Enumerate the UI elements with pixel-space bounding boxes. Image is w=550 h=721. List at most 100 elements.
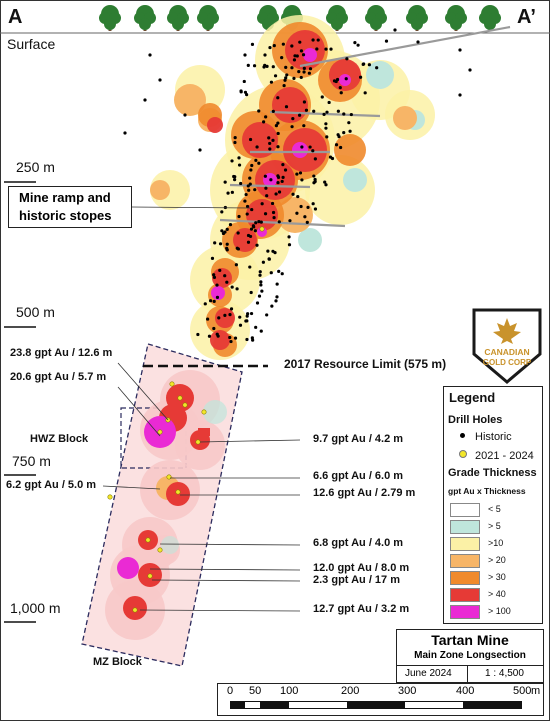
historic-hole [245,337,249,342]
historic-hole [267,257,271,261]
historic-hole [307,71,311,75]
legend-class-label: > 30 [488,572,506,582]
historic-hole [295,172,299,176]
depth-label-1000: 1,000 m [10,600,61,616]
historic-hole [313,177,317,182]
grade-patch [303,48,317,62]
historic-hole [322,112,326,117]
historic-hole [255,145,259,149]
recent-hole [157,547,163,553]
historic-hole-symbol [460,433,465,438]
historic-hole [220,210,224,214]
recent-hole [147,573,153,579]
historic-hole [246,312,250,316]
recent-hole-symbol [459,450,467,458]
historic-hole [259,283,263,287]
scale-unit-label: m [531,685,541,697]
historic-hole [268,147,272,151]
historic-hole [269,178,273,182]
tree-icon [167,5,189,31]
historic-hole [250,163,254,168]
historic-hole [297,70,301,74]
historic-hole [223,274,227,278]
historic-hole [311,38,315,42]
historic-hole [296,194,300,199]
section-end-label: A’ [517,6,536,28]
historic-hole [196,332,200,337]
historic-hole [367,63,371,67]
tree-row [99,5,501,31]
legend-recent-item: 2021 - 2024 [452,450,534,462]
ramp-callout-line1: Mine ramp and [19,190,111,205]
historic-hole [228,223,233,227]
historic-hole [258,273,262,277]
legend-swatch [450,520,480,534]
historic-hole [254,325,258,329]
historic-hole [212,299,216,304]
historic-hole [198,148,202,152]
historic-hole [247,188,251,192]
title-block: Tartan Mine Main Zone Longsection June 2… [396,629,544,683]
historic-hole [264,115,268,119]
historic-hole [259,220,263,224]
historic-hole [273,74,278,78]
historic-hole [311,202,315,206]
historic-hole [237,156,241,160]
historic-hole [243,199,247,203]
legend-swatch [450,503,480,517]
historic-hole [349,112,353,117]
historic-hole [260,289,264,293]
grade-patch [272,87,308,123]
historic-hole [285,73,289,77]
historic-hole [363,91,367,95]
historic-hole [356,43,360,47]
historic-hole [264,186,268,190]
historic-hole [249,168,253,172]
historic-hole [246,63,250,67]
historic-hole [248,182,252,186]
historic-hole [276,96,280,100]
tree-icon [99,5,121,31]
historic-hole [295,211,299,215]
hwz-block-label: HWZ Block [30,433,89,445]
historic-hole [277,190,282,194]
historic-hole [325,135,329,139]
historic-hole [213,241,217,245]
historic-hole [248,137,253,142]
historic-hole [281,42,285,46]
grade-patch [117,557,139,579]
intercept-leaders [102,362,301,612]
historic-hole [336,109,340,113]
historic-hole [225,242,229,246]
historic-hole [283,168,288,172]
ramp-callout: Mine ramp and historic stopes [8,186,132,228]
historic-hole [237,163,242,167]
grade-patch [292,142,308,158]
historic-hole [235,287,239,291]
historic-hole [218,242,223,246]
legend-grade-subtitle: gpt Au x Thickness [448,486,526,496]
historic-hole [298,171,303,175]
intercept-label: 9.7 gpt Au / 4.2 m [313,433,404,445]
historic-hole [416,40,420,44]
historic-hole [123,131,127,135]
historic-hole [271,65,275,69]
historic-hole [207,334,212,338]
historic-hole [230,159,234,163]
historic-hole [249,290,253,295]
historic-hole [329,47,333,51]
legend-grade-title: Grade Thickness [448,467,537,479]
map-subtitle: Main Zone Longsection [414,650,526,661]
historic-hole [276,131,280,136]
historic-hole [245,319,249,323]
historic-hole [277,220,281,224]
historic-hole [276,145,280,149]
historic-hole [272,215,276,220]
legend-class-label: > 40 [488,589,506,599]
scale-tick-label: 0 [227,685,234,697]
intercept-label: 20.6 gpt Au / 5.7 m [10,371,107,383]
historic-hole [246,240,251,244]
historic-hole [269,80,274,84]
historic-hole [302,70,306,74]
tree-icon [134,5,156,31]
